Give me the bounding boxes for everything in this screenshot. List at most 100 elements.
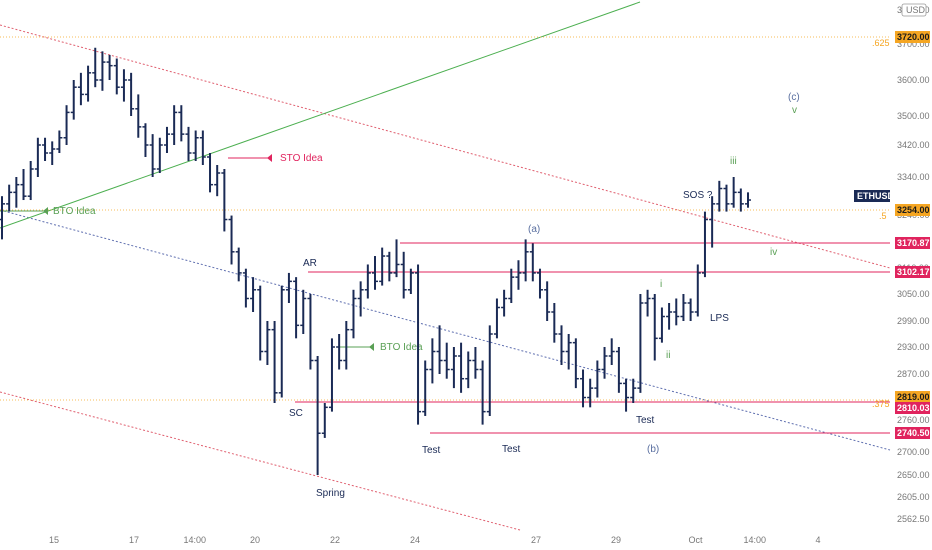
x-tick-label: 20 [250,535,260,545]
ohlc-bar [615,347,622,393]
label-lps: LPS [710,313,729,324]
price-label-bg [895,31,930,43]
price-label-bg [895,237,930,249]
ohlc-bar [565,334,572,370]
ohlc-bar [307,294,314,370]
price-label-bg [895,391,930,403]
ohlc-bar [221,169,228,232]
x-tick-label: Oct [689,535,704,545]
ohlc-bar [350,289,357,339]
price-label: 2740.50 [897,428,930,438]
ohlc-bar [551,303,558,343]
ohlc-bar [407,268,414,294]
ohlc-bar [63,105,70,145]
y-tick-label: 2870.00 [897,369,930,379]
ohlc-bar [364,264,371,299]
ohlc-bar [228,215,235,265]
ohlc-bar [522,239,529,282]
y-tick-label: 3340.00 [897,172,930,182]
wave-v-label: v [792,105,797,116]
ohlc-bar [508,268,515,303]
ohlc-bar [737,188,744,212]
ohlc-bar [429,338,436,384]
sto-idea-label: STO Idea [280,153,323,164]
y-tick-label: 2562.50 [897,514,930,524]
ohlc-bar [156,137,163,173]
ohlc-bar [673,298,680,326]
ohlc-bar [558,325,565,365]
ohlc-bar [630,378,637,404]
ohlc-bar [723,184,730,212]
ohlc-bar [113,58,120,95]
x-tick-label: 14:00 [744,535,767,545]
wave-a-label: (a) [528,224,540,235]
price-label: 2819.00 [897,392,930,402]
ohlc-bar [572,338,579,389]
y-tick-label: 3600.00 [897,75,930,85]
x-tick-label: 24 [410,535,420,545]
price-label-bg [895,402,930,414]
ohlc-bar [379,247,386,286]
ohlc-bar [651,294,658,361]
price-label: 3102.17 [897,267,930,277]
ohlc-bar [264,321,271,365]
ohlc-bar [106,54,113,80]
ohlc-bar [242,268,249,308]
x-tick-label: 15 [49,535,59,545]
ohlc-bar [658,307,665,343]
ohlc-bar [314,356,321,475]
ohlc-bar [443,342,450,379]
ohlc-bar [515,260,522,290]
wave-iii-label: iii [730,156,737,167]
ohlc-bar [623,378,630,412]
upper-channel-line [0,24,891,269]
ohlc-bar [0,196,5,240]
ohlc-bar [493,298,500,339]
ohlc-bar [343,321,350,370]
ohlc-bars [0,47,751,475]
y-tick-label: 2990.00 [897,316,930,326]
ohlc-bar [637,294,644,393]
ohlc-bar [529,243,536,282]
y-tick-label: 2650.00 [897,470,930,480]
ohlc-bar [70,80,77,120]
ohlc-bar [192,130,199,161]
x-tick-label: 29 [611,535,621,545]
ohlc-bar [92,47,99,88]
price-label: 3170.87 [897,238,930,248]
currency-badge-bg[interactable] [901,3,927,17]
wave-i-label: i [660,279,662,290]
bto-idea-arrow-icon-1 [43,207,48,215]
y-axis: 2562.50 2605.00 2650.00 2700.00 2760.00 2810.… [897,5,930,524]
ohlc-bar [479,360,486,425]
ohlc-bar [293,277,300,339]
label-sos: SOS ? [683,190,713,201]
wave-iv-label: iv [770,247,777,258]
ohlc-bar [42,137,49,161]
ohlc-bar [458,342,465,393]
bto-idea-label-1: BTO Idea [53,206,96,217]
label-test-1: Test [422,445,441,456]
ohlc-bar [687,298,694,321]
ohlc-bar [730,177,737,208]
ohlc-bar [666,303,673,330]
wave-b-label: (b) [647,444,659,455]
x-axis: 15 17 14:00 20 22 24 27 29 Oct 14:00 4 [49,535,821,545]
currency-badge[interactable]: USD [906,5,926,15]
ohlc-bar [77,72,84,106]
ohlc-bar [285,272,292,303]
ohlc-bar [422,360,429,416]
ohlc-bar [587,378,594,408]
y-tick-label: 3500.00 [897,111,930,121]
ohlc-bar [99,51,106,91]
ohlc-bar [199,130,206,165]
x-tick-label: 27 [531,535,541,545]
bto-idea-label-2: BTO Idea [380,342,423,353]
ohlc-bar [372,256,378,290]
ohlc-bar [142,123,149,157]
ohlc-bar [694,264,701,317]
ohlc-bar [34,137,41,177]
middle-blue-channel-line [0,209,891,451]
x-tick-label: 4 [816,535,821,545]
